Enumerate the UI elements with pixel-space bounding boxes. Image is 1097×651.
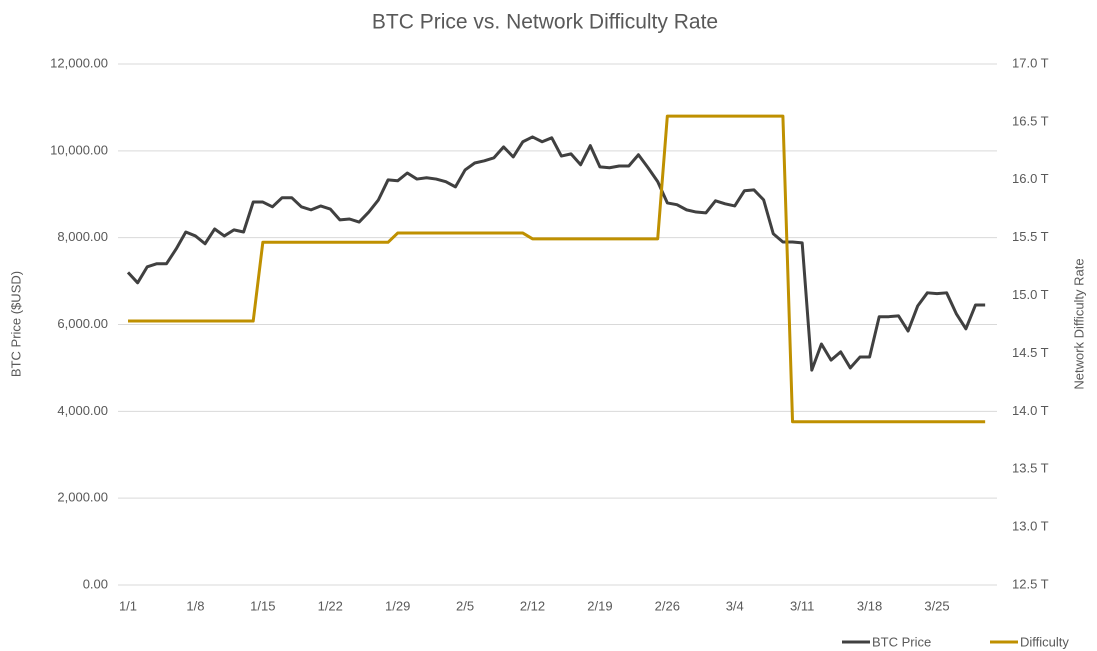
series-line: [126, 135, 986, 372]
x-tick-label: 2/19: [587, 598, 612, 613]
y-tick-label: 4,000.00: [57, 403, 108, 418]
x-tick-label: 1/8: [186, 598, 204, 613]
y-tick-label: 2,000.00: [57, 490, 108, 505]
y2-tick-label: 14.5 T: [1012, 345, 1049, 360]
x-tick-label: 1/29: [385, 598, 410, 613]
x-tick-label: 1/15: [250, 598, 275, 613]
y2-tick-label: 17.0 T: [1012, 55, 1049, 70]
y-tick-label: 12,000.00: [50, 55, 108, 70]
x-tick-label: 3/25: [924, 598, 949, 613]
y-tick-label: 10,000.00: [50, 142, 108, 157]
legend-label: BTC Price: [872, 634, 931, 649]
y2-tick-label: 13.5 T: [1012, 461, 1049, 476]
y2-tick-label: 16.5 T: [1012, 113, 1049, 128]
x-tick-label: 3/18: [857, 598, 882, 613]
chart-title: BTC Price vs. Network Difficulty Rate: [372, 11, 718, 34]
y2-tick-label: 12.5 T: [1012, 576, 1049, 591]
y-axis-label: BTC Price ($USD): [8, 271, 23, 377]
y-tick-label: 8,000.00: [57, 229, 108, 244]
x-tick-label: 1/22: [318, 598, 343, 613]
series-line: [128, 114, 986, 424]
y2-tick-label: 14.0 T: [1012, 403, 1049, 418]
x-tick-label: 3/11: [790, 598, 814, 613]
y2-tick-label: 15.5 T: [1012, 229, 1049, 244]
x-tick-label: 2/5: [456, 598, 474, 613]
x-tick-label: 2/26: [655, 598, 680, 613]
x-tick-label: 3/4: [726, 598, 744, 613]
legend-label: Difficulty: [1020, 634, 1069, 649]
x-tick-label: 2/12: [520, 598, 545, 613]
y2-tick-label: 15.0 T: [1012, 287, 1049, 302]
y-tick-label: 6,000.00: [57, 316, 108, 331]
x-tick-label: 1/1: [119, 598, 137, 613]
y2-tick-label: 16.0 T: [1012, 171, 1049, 186]
y2-axis-label: Network Difficulty Rate: [1071, 258, 1086, 389]
y2-tick-label: 13.0 T: [1012, 519, 1049, 534]
y-tick-label: 0.00: [83, 576, 108, 591]
